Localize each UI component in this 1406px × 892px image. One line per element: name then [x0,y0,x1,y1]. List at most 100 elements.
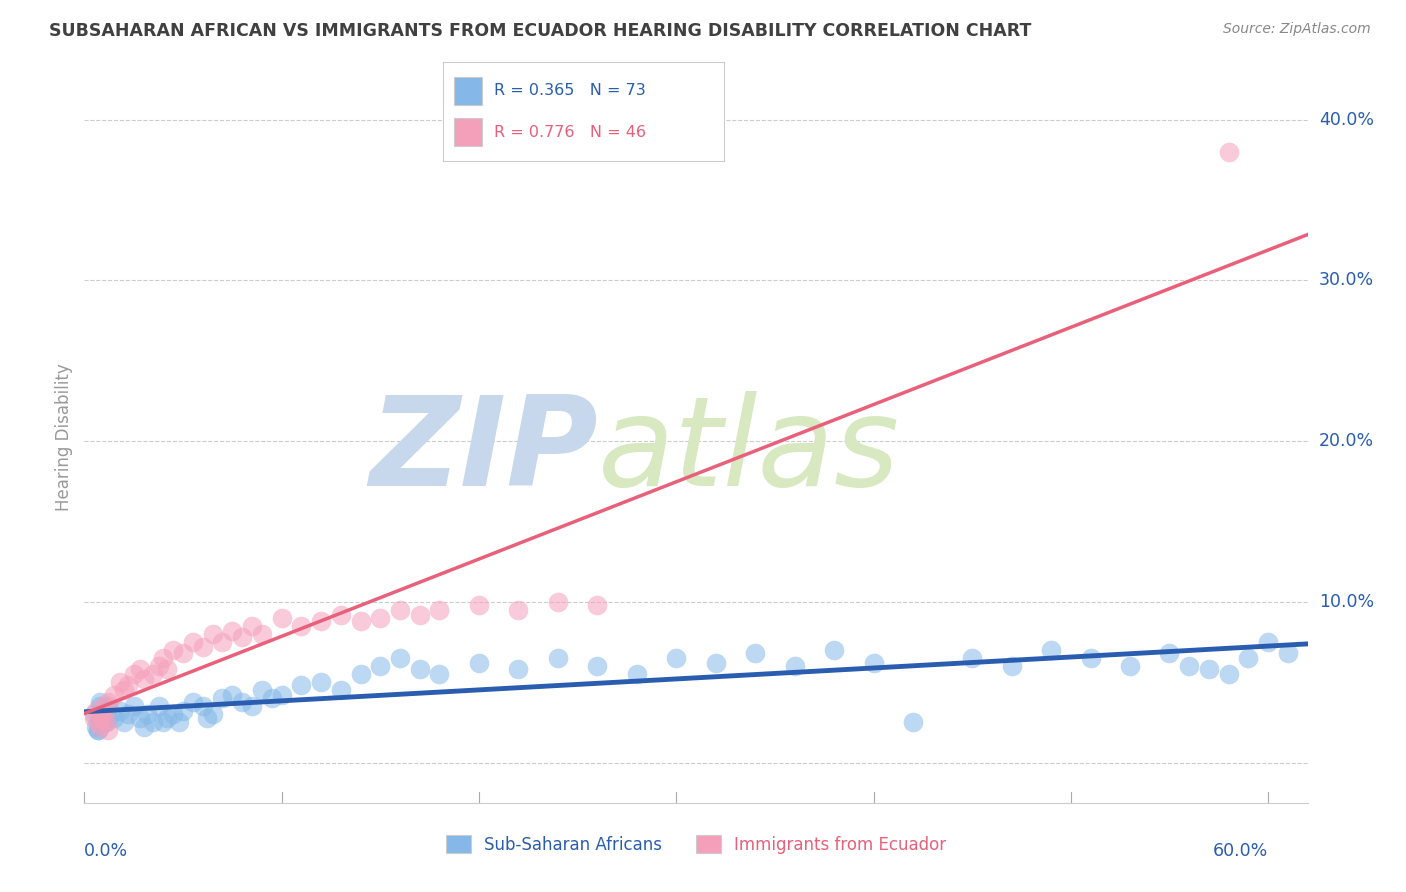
Point [93,699,115,714]
FancyBboxPatch shape [454,78,482,104]
Point [1119,659,1142,673]
Point [468,598,491,612]
Point [389,603,412,617]
Point [167,715,190,730]
Point [329,607,352,622]
Point [1277,646,1299,660]
Point [97,710,120,724]
Point [117,707,139,722]
Point [429,603,451,617]
Point [744,646,766,660]
Point [128,662,150,676]
Point [93,704,115,718]
Point [142,715,165,730]
Point [368,659,391,673]
Point [93,710,115,724]
Point [1218,667,1240,681]
Point [195,710,218,724]
Point [89,694,111,708]
Point [309,614,332,628]
Point [1178,659,1201,673]
Point [83,707,105,722]
Point [89,715,111,730]
Point [136,707,159,722]
Point [103,710,125,724]
Point [1001,659,1024,673]
Point [172,646,194,660]
Point [626,667,648,681]
Point [231,694,253,708]
Point [665,651,688,665]
Point [1218,145,1240,159]
Point [191,699,214,714]
Point [1080,651,1102,665]
Point [156,662,179,676]
Point [201,707,224,722]
Point [290,678,312,692]
Point [112,683,135,698]
Text: Source: ZipAtlas.com: Source: ZipAtlas.com [1223,22,1371,37]
Point [960,651,983,665]
Point [409,662,432,676]
Point [349,667,371,681]
Point [1040,643,1063,657]
Point [152,715,174,730]
Point [309,675,332,690]
Text: 20.0%: 20.0% [1319,432,1374,450]
Point [250,627,273,641]
Point [270,611,292,625]
Point [260,691,283,706]
Point [97,694,120,708]
Point [368,611,391,625]
Point [329,683,352,698]
Point [83,710,105,724]
Point [84,704,107,718]
Text: R = 0.776   N = 46: R = 0.776 N = 46 [494,125,645,140]
Point [349,614,371,628]
Point [1237,651,1260,665]
Point [94,715,117,730]
Point [87,723,110,738]
Text: R = 0.365   N = 73: R = 0.365 N = 73 [494,83,645,98]
Point [94,715,117,730]
Point [87,715,110,730]
Point [221,688,243,702]
Point [201,627,224,641]
Point [704,656,727,670]
Point [117,678,139,692]
Point [1198,662,1220,676]
Point [429,667,451,681]
Y-axis label: Hearing Disability: Hearing Disability [55,363,73,511]
Point [1257,635,1279,649]
Point [91,707,114,722]
Point [862,656,884,670]
Point [468,656,491,670]
Point [162,707,184,722]
Point [91,707,114,722]
Point [547,651,569,665]
Point [84,720,107,734]
Point [172,704,194,718]
Point [91,710,114,724]
Point [152,651,174,665]
Point [250,683,273,698]
Point [108,704,131,718]
Point [87,723,110,738]
Point [89,707,111,722]
Point [270,688,292,702]
Point [1159,646,1181,660]
Text: 30.0%: 30.0% [1319,271,1374,289]
Text: ZIP: ZIP [370,392,598,512]
Point [89,720,111,734]
Point [508,662,530,676]
Point [586,598,609,612]
Point [823,643,845,657]
Point [181,635,204,649]
Point [103,688,125,702]
Point [97,723,120,738]
Text: atlas: atlas [598,392,900,512]
Point [93,715,115,730]
Point [89,699,111,714]
Point [389,651,412,665]
Point [211,691,233,706]
